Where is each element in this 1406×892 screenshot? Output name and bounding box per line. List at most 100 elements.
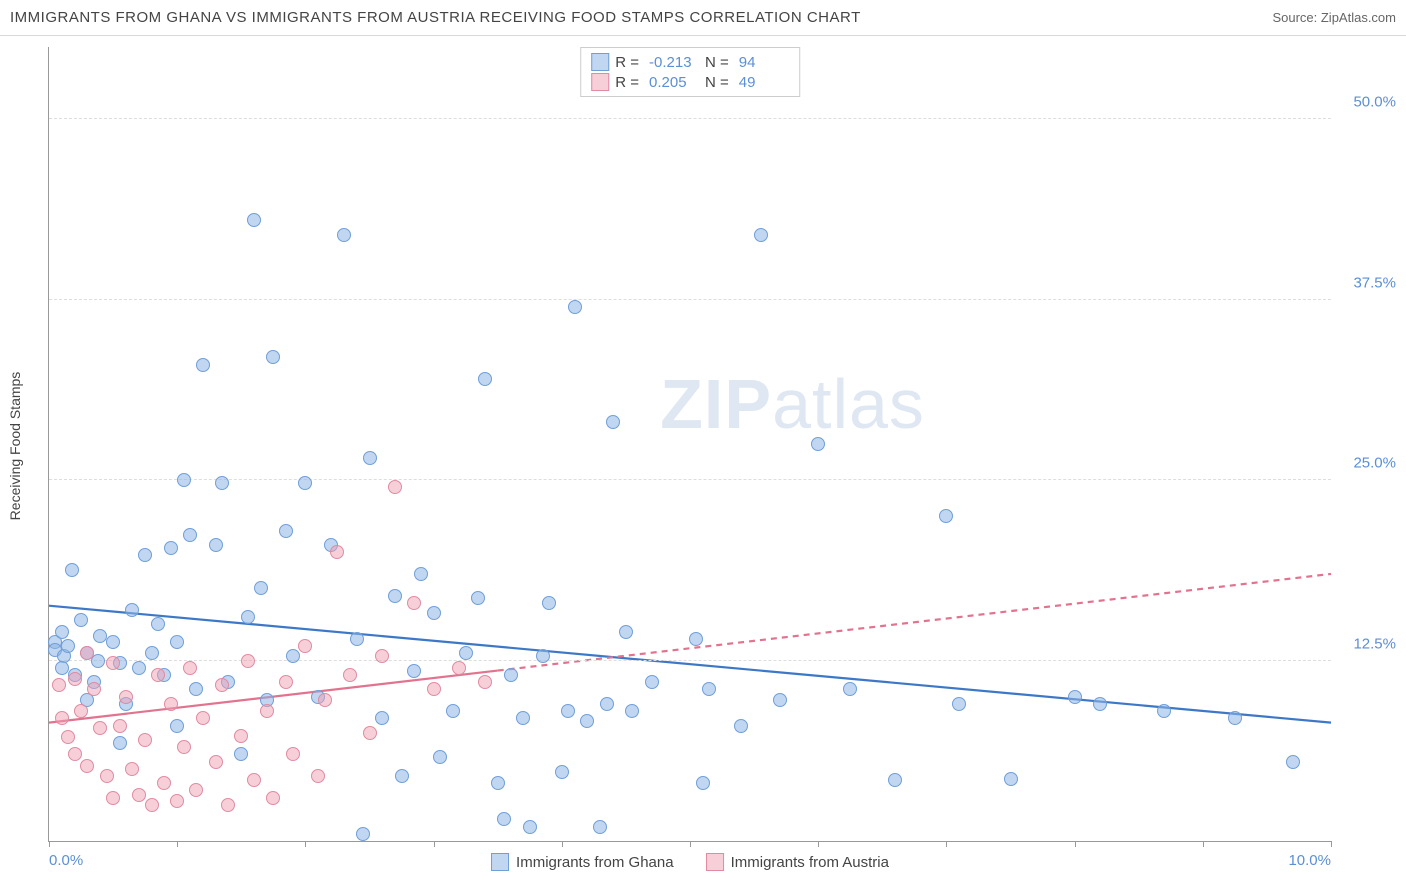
trend-line (498, 574, 1331, 671)
data-point (427, 682, 441, 696)
data-point (55, 661, 69, 675)
data-point (170, 719, 184, 733)
data-point (113, 736, 127, 750)
series-legend: Immigrants from Ghana Immigrants from Aus… (491, 853, 889, 871)
data-point (298, 639, 312, 653)
series-legend-label: Immigrants from Ghana (516, 854, 674, 871)
data-point (452, 661, 466, 675)
legend-row: R = 0.205 N = 49 (591, 72, 789, 92)
data-point (561, 704, 575, 718)
data-point (80, 646, 94, 660)
series-legend-item: Immigrants from Austria (706, 853, 889, 871)
data-point (106, 635, 120, 649)
data-point (247, 773, 261, 787)
data-point (1068, 690, 1082, 704)
data-point (125, 603, 139, 617)
data-point (151, 668, 165, 682)
data-point (68, 672, 82, 686)
data-point (215, 476, 229, 490)
data-point (414, 567, 428, 581)
plot-area: ZIPatlas R =-0.213N =94R =0.205N =49 Imm… (48, 47, 1331, 842)
data-point (375, 711, 389, 725)
data-point (337, 228, 351, 242)
data-point (234, 729, 248, 743)
data-point (266, 350, 280, 364)
data-point (241, 654, 255, 668)
data-point (61, 730, 75, 744)
data-point (523, 820, 537, 834)
legend-swatch (491, 853, 509, 871)
data-point (215, 678, 229, 692)
legend-swatch (591, 53, 609, 71)
data-point (61, 639, 75, 653)
data-point (478, 675, 492, 689)
chart-container: IMMIGRANTS FROM GHANA VS IMMIGRANTS FROM… (0, 0, 1406, 892)
data-point (542, 596, 556, 610)
data-point (254, 581, 268, 595)
y-tick-label: 37.5% (1353, 274, 1396, 291)
data-point (234, 747, 248, 761)
data-point (164, 697, 178, 711)
data-point (350, 632, 364, 646)
x-tick (305, 841, 306, 847)
data-point (52, 678, 66, 692)
legend-n-value: 94 (739, 54, 789, 71)
data-point (497, 812, 511, 826)
data-point (151, 617, 165, 631)
gridline (49, 299, 1331, 300)
data-point (407, 664, 421, 678)
data-point (433, 750, 447, 764)
y-tick-label: 25.0% (1353, 455, 1396, 472)
data-point (119, 690, 133, 704)
y-tick-label: 12.5% (1353, 635, 1396, 652)
data-point (696, 776, 710, 790)
data-point (619, 625, 633, 639)
legend-n-label: N = (705, 74, 729, 91)
data-point (80, 759, 94, 773)
x-tick (1331, 841, 1332, 847)
data-point (754, 228, 768, 242)
data-point (811, 437, 825, 451)
data-point (196, 711, 210, 725)
data-point (260, 704, 274, 718)
data-point (625, 704, 639, 718)
data-point (459, 646, 473, 660)
data-point (600, 697, 614, 711)
trend-lines-svg (49, 47, 1331, 841)
data-point (491, 776, 505, 790)
data-point (395, 769, 409, 783)
data-point (241, 610, 255, 624)
data-point (1286, 755, 1300, 769)
x-axis-min-label: 0.0% (49, 852, 83, 869)
legend-r-value: 0.205 (649, 74, 699, 91)
data-point (55, 711, 69, 725)
data-point (177, 740, 191, 754)
legend-n-label: N = (705, 54, 729, 71)
data-point (888, 773, 902, 787)
data-point (138, 548, 152, 562)
data-point (87, 682, 101, 696)
x-tick (946, 841, 947, 847)
data-point (407, 596, 421, 610)
data-point (318, 693, 332, 707)
data-point (183, 661, 197, 675)
x-tick (818, 841, 819, 847)
data-point (1157, 704, 1171, 718)
data-point (363, 726, 377, 740)
legend-n-value: 49 (739, 74, 789, 91)
x-tick (434, 841, 435, 847)
data-point (343, 668, 357, 682)
data-point (93, 721, 107, 735)
data-point (177, 473, 191, 487)
data-point (170, 794, 184, 808)
data-point (427, 606, 441, 620)
x-tick (562, 841, 563, 847)
data-point (74, 704, 88, 718)
x-axis-max-label: 10.0% (1288, 852, 1331, 869)
gridline (49, 118, 1331, 119)
legend-r-label: R = (615, 74, 639, 91)
legend-row: R =-0.213N =94 (591, 52, 789, 72)
data-point (196, 358, 210, 372)
data-point (375, 649, 389, 663)
data-point (555, 765, 569, 779)
